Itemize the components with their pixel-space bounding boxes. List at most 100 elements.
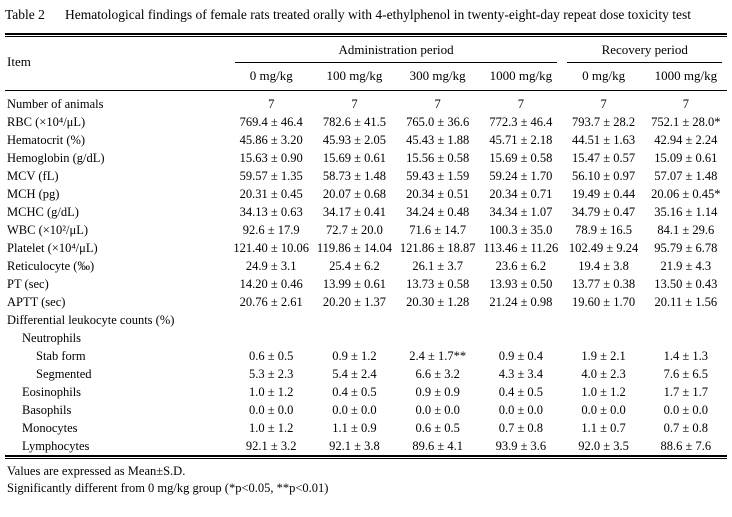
row-label: Reticulocyte (‰) xyxy=(7,258,95,273)
table-caption: Table 2 Hematological findings of female… xyxy=(5,6,727,24)
row-label: Basophils xyxy=(22,402,72,417)
cell-value: 1.1 ± 0.9 xyxy=(332,420,377,435)
row-label: Stab form xyxy=(36,348,86,363)
dose-col-admin-100: 100 mg/kg xyxy=(312,62,397,91)
cell-value: 57.07 ± 1.48 xyxy=(654,168,718,183)
paper-table-page: Table 2 Hematological findings of female… xyxy=(5,6,727,498)
cell-value: 21.24 ± 0.98 xyxy=(489,294,553,309)
table-row: Lymphocytes 92.1 ± 3.2 92.1 ± 3.8 89.6 ± 4.… xyxy=(5,437,727,455)
cell-value: 19.60 ± 1.70 xyxy=(572,294,636,309)
table-body: Number of animals 7 7 7 7 7 7 RBC (×10⁴/μL) 769.… xyxy=(5,90,727,455)
cell-value: 0.0 ± 0.0 xyxy=(498,402,544,417)
cell-value: 5.3 ± 2.3 xyxy=(249,366,294,381)
dose-col-admin-300: 300 mg/kg xyxy=(396,62,480,91)
cell-value: 765.0 ± 36.6 xyxy=(406,114,470,129)
cell-value: 72.7 ± 20.0 xyxy=(326,222,383,237)
cell-value xyxy=(230,311,313,329)
cell-value xyxy=(645,311,727,329)
cell-value: 15.69 ± 0.61 xyxy=(322,150,386,165)
cell-value: 0.0 ± 0.0 xyxy=(332,402,377,417)
cell-value: 7 xyxy=(682,96,689,111)
cell-value: 121.86 ± 18.87 xyxy=(399,240,476,255)
cell-value: 92.0 ± 3.5 xyxy=(578,438,629,453)
cell-value: 1.1 ± 0.7 xyxy=(581,420,626,435)
table-row: Platelet (×10⁴/μL) 121.40 ± 10.06 119.86 ±… xyxy=(5,239,727,257)
row-label: Number of animals xyxy=(7,96,104,111)
cell-value: 20.34 ± 0.71 xyxy=(489,186,553,201)
cell-value: 4.0 ± 2.3 xyxy=(581,366,626,381)
cell-value: 20.11 ± 1.56 xyxy=(654,294,718,309)
cell-value: 92.6 ± 17.9 xyxy=(242,222,300,237)
cell-value: 14.20 ± 0.46 xyxy=(239,276,303,291)
hematology-table: Item Administration period Recovery peri… xyxy=(5,36,727,455)
cell-value: 769.4 ± 46.4 xyxy=(239,114,303,129)
cell-value: 59.43 ± 1.59 xyxy=(406,168,470,183)
cell-value: 121.40 ± 10.06 xyxy=(233,240,310,255)
recovery-period-label: Recovery period xyxy=(567,41,722,63)
cell-value: 1.0 ± 1.2 xyxy=(581,384,626,399)
top-rule xyxy=(5,32,727,37)
cell-value: 59.57 ± 1.35 xyxy=(239,168,303,183)
cell-value: 793.7 ± 28.2 xyxy=(572,114,636,129)
row-label: Neutrophils xyxy=(22,330,82,345)
dose-col-admin-1000: 1000 mg/kg xyxy=(479,62,563,91)
table-row: Neutrophils xyxy=(5,329,727,347)
row-label: WBC (×10²/μL) xyxy=(7,222,89,237)
cell-value: 7.6 ± 6.5 xyxy=(663,366,709,381)
cell-value xyxy=(562,329,644,347)
group-header-row: Item Administration period Recovery peri… xyxy=(5,36,727,91)
cell-value: 88.6 ± 7.6 xyxy=(660,438,712,453)
cell-value: 15.63 ± 0.90 xyxy=(239,150,303,165)
cell-value: 59.24 ± 1.70 xyxy=(489,168,553,183)
cell-value: 0.0 ± 0.0 xyxy=(415,402,460,417)
cell-value: 34.24 ± 0.48 xyxy=(406,204,470,219)
table-number: Table 2 xyxy=(5,7,45,22)
cell-value xyxy=(479,311,562,329)
recovery-period-header: Recovery period xyxy=(562,37,727,63)
cell-value: 78.9 ± 16.5 xyxy=(575,222,633,237)
cell-value: 0.0 ± 0.0 xyxy=(249,402,294,417)
cell-value: 20.30 ± 1.28 xyxy=(406,294,470,309)
cell-value: 13.93 ± 0.50 xyxy=(489,276,553,291)
table-row: RBC (×10⁴/μL) 769.4 ± 46.4 782.6 ± 41.5 765… xyxy=(5,113,727,131)
table-row: MCV (fL) 59.57 ± 1.35 58.73 ± 1.48 59.43 ± … xyxy=(5,167,727,185)
cell-value: 0.7 ± 0.8 xyxy=(663,420,709,435)
cell-value: 19.49 ± 0.44 xyxy=(572,186,636,201)
row-label: MCHC (g/dL) xyxy=(7,204,79,219)
cell-value: 6.6 ± 3.2 xyxy=(415,366,460,381)
table-row: Hemoglobin (g/dL) 15.63 ± 0.90 15.69 ± 0.6… xyxy=(5,149,727,167)
cell-value: 7 xyxy=(517,96,524,111)
dose-col-admin-0: 0 mg/kg xyxy=(229,62,313,91)
cell-value: 2.4 ± 1.7** xyxy=(409,348,467,363)
table-row: APTT (sec) 20.76 ± 2.61 20.20 ± 1.37 20.30 … xyxy=(5,293,727,311)
footnote-mean-sd: Values are expressed as Mean±S.D. xyxy=(7,463,186,478)
cell-value: 13.50 ± 0.43 xyxy=(654,276,718,291)
table-title: Hematological findings of female rats tr… xyxy=(65,7,692,22)
table-row: Eosinophils 1.0 ± 1.2 0.4 ± 0.5 0.9 ± 0.9 0.… xyxy=(5,383,727,401)
cell-value: 13.77 ± 0.38 xyxy=(572,276,636,291)
table-row: Stab form 0.6 ± 0.5 0.9 ± 1.2 2.4 ± 1.7** 0.… xyxy=(5,347,727,365)
cell-value: 0.9 ± 0.9 xyxy=(415,384,460,399)
cell-value: 752.1 ± 28.0* xyxy=(651,114,721,129)
cell-value: 34.13 ± 0.63 xyxy=(239,204,303,219)
cell-value: 45.86 ± 3.20 xyxy=(239,132,303,147)
cell-value: 34.34 ± 1.07 xyxy=(489,204,553,219)
cell-value: 0.6 ± 0.5 xyxy=(415,420,460,435)
table-row: Basophils 0.0 ± 0.0 0.0 ± 0.0 0.0 ± 0.0 0.0 … xyxy=(5,401,727,419)
cell-value: 45.43 ± 1.88 xyxy=(406,132,470,147)
cell-value: 5.4 ± 2.4 xyxy=(332,366,377,381)
cell-value: 7 xyxy=(434,96,441,111)
cell-value: 56.10 ± 0.97 xyxy=(572,168,636,183)
cell-value: 1.0 ± 1.2 xyxy=(249,420,294,435)
cell-value: 772.3 ± 46.4 xyxy=(489,114,553,129)
table-row: Monocytes 1.0 ± 1.2 1.1 ± 0.9 0.6 ± 0.5 0.7 … xyxy=(5,419,727,437)
cell-value: 782.6 ± 41.5 xyxy=(322,114,386,129)
cell-value: 0.0 ± 0.0 xyxy=(663,402,709,417)
cell-value: 89.6 ± 4.1 xyxy=(412,438,463,453)
row-label: PT (sec) xyxy=(7,276,49,291)
cell-value: 92.1 ± 3.2 xyxy=(245,438,297,453)
table-row: Hematocrit (%) 45.86 ± 3.20 45.93 ± 2.05 45… xyxy=(5,131,727,149)
footnotes: Values are expressed as Mean±S.D. Signif… xyxy=(5,463,727,498)
cell-value: 95.79 ± 6.78 xyxy=(654,240,718,255)
cell-value: 92.1 ± 3.8 xyxy=(329,438,380,453)
